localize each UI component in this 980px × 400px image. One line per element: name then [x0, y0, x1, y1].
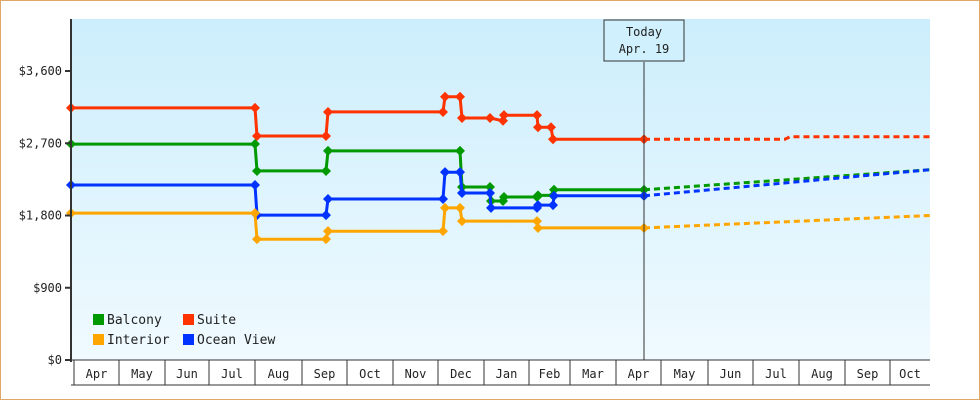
month-label: Nov: [405, 367, 427, 381]
legend-swatch: [93, 314, 104, 325]
month-label: Jul: [221, 367, 243, 381]
y-tick-label: $2,700: [19, 136, 62, 150]
data-point-marker: [533, 200, 543, 211]
legend-swatch: [183, 334, 194, 345]
month-label: Aug: [811, 367, 833, 381]
today-date-label: Apr. 19: [619, 42, 670, 56]
series-suite: [66, 91, 930, 145]
data-point-marker: [321, 131, 331, 142]
data-point-marker: [321, 210, 331, 221]
month-label: Oct: [899, 367, 921, 381]
data-point-marker: [252, 131, 262, 142]
data-point-marker: [499, 110, 509, 121]
series-ocean-view: [66, 167, 931, 221]
legend-label: Balcony: [107, 313, 162, 328]
data-point-marker: [438, 194, 448, 205]
data-point-marker: [549, 190, 559, 201]
data-point-marker: [499, 192, 509, 203]
data-point-marker: [250, 208, 260, 219]
month-label: Jul: [765, 367, 787, 381]
data-point-marker: [323, 106, 333, 117]
data-point-marker: [485, 188, 495, 199]
data-point-marker: [321, 165, 331, 176]
data-point-marker: [438, 226, 448, 237]
data-point-marker: [533, 190, 543, 201]
data-point-marker: [548, 134, 558, 145]
month-label: Apr: [86, 367, 108, 381]
y-tick-label: $3,600: [19, 64, 62, 78]
data-point-marker: [455, 145, 465, 156]
forecast-line: [643, 168, 931, 192]
today-marker: Today Apr. 19: [603, 19, 685, 360]
axis-layer: $0 $900 $1,800 $2,700 $3,600 Apr May Jun Jul Aug S…: [19, 19, 930, 386]
today-box: [603, 19, 685, 62]
data-point-marker: [323, 194, 333, 205]
data-point-marker: [548, 200, 558, 211]
data-point-marker: [250, 139, 260, 150]
month-label: Dec: [450, 367, 472, 381]
forecast-line: [643, 214, 931, 230]
data-point-marker: [546, 122, 556, 133]
legend-label: Interior: [107, 333, 170, 348]
data-point-marker: [252, 234, 262, 245]
data-point-marker: [485, 182, 495, 193]
data-point-marker: [455, 202, 465, 213]
month-label: Feb: [539, 367, 561, 381]
month-label: Jun: [720, 367, 742, 381]
data-point-marker: [440, 91, 450, 102]
forecast-line: [643, 168, 931, 198]
month-label: Mar: [582, 367, 604, 381]
data-point-marker: [457, 112, 467, 123]
legend-swatch: [183, 314, 194, 325]
data-point-marker: [440, 202, 450, 213]
data-point-marker: [533, 222, 543, 233]
data-point-marker: [250, 179, 260, 190]
data-point-marker: [532, 110, 542, 121]
month-label: Jun: [176, 367, 198, 381]
plot-area: [71, 19, 930, 360]
data-point-marker: [549, 184, 559, 195]
data-point-marker: [252, 165, 262, 176]
y-tick-label: $1,800: [19, 209, 62, 223]
month-label: Sep: [857, 367, 879, 381]
data-point-marker: [485, 112, 495, 123]
today-label: Today: [626, 25, 662, 39]
data-point-marker: [321, 234, 331, 245]
series-layer: [66, 91, 931, 245]
month-label: May: [674, 367, 696, 381]
data-point-marker: [455, 167, 465, 178]
data-point-marker: [440, 167, 450, 178]
data-point-marker: [250, 102, 260, 113]
month-label: May: [131, 367, 153, 381]
legend: Balcony Suite Interior Ocean View: [93, 313, 275, 348]
legend-label: Ocean View: [197, 333, 275, 348]
forecast-line: [644, 135, 930, 141]
legend-swatch: [93, 334, 104, 345]
month-label: Sep: [314, 367, 336, 381]
month-label: Apr: [628, 367, 650, 381]
data-point-marker: [323, 226, 333, 237]
data-point-marker: [532, 216, 542, 227]
month-label: Aug: [268, 367, 290, 381]
y-tick-label: $0: [48, 353, 62, 367]
data-point-marker: [438, 106, 448, 117]
data-point-marker: [323, 145, 333, 156]
month-label: Jan: [496, 367, 518, 381]
data-point-marker: [457, 188, 467, 199]
data-point-marker: [457, 216, 467, 227]
data-point-marker: [455, 91, 465, 102]
legend-label: Suite: [197, 313, 236, 328]
month-label: Oct: [359, 367, 381, 381]
y-tick-label: $900: [33, 281, 62, 295]
data-point-marker: [486, 202, 496, 213]
data-point-marker: [533, 122, 543, 133]
